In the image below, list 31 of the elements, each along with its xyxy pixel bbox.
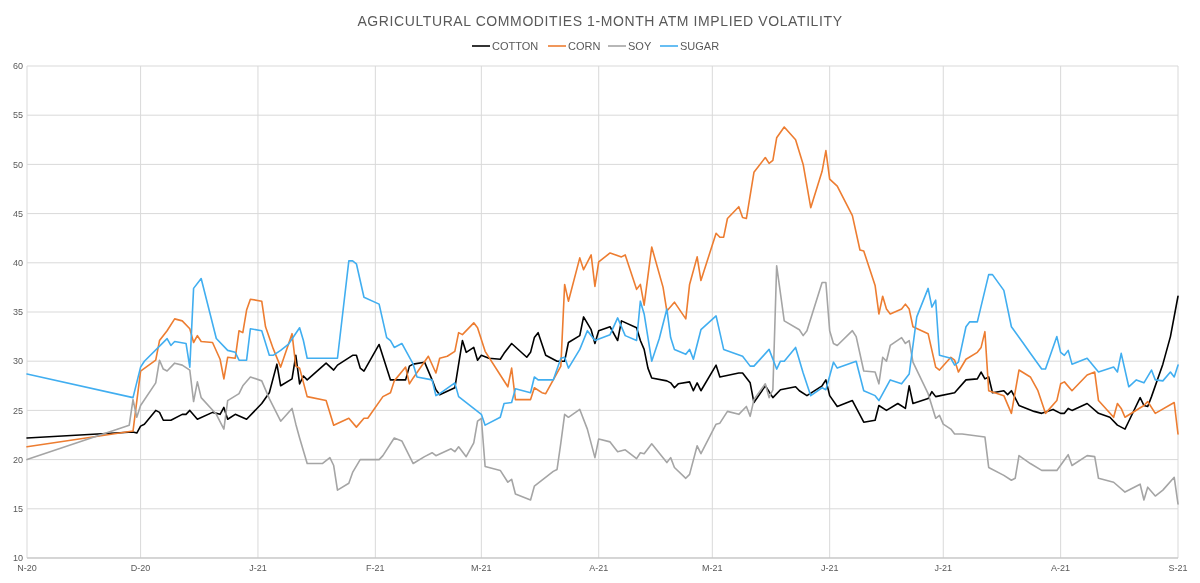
legend-label: COTTON: [492, 39, 539, 52]
y-tick-label: 25: [12, 405, 23, 416]
x-tick-label: J-21: [820, 563, 839, 573]
y-tick-label: 20: [12, 454, 23, 465]
x-tick-label: S-21: [1168, 563, 1188, 573]
x-tick-label: J-21: [249, 563, 267, 573]
legend-label: SOY: [628, 39, 652, 52]
y-tick-label: 35: [12, 307, 23, 318]
line-series: [26, 126, 1179, 448]
line-series: [26, 260, 1179, 426]
y-tick-label: 10: [12, 553, 23, 564]
y-tick-label: 40: [12, 257, 23, 268]
x-tick-label: M-21: [471, 563, 492, 573]
x-tick-label: A-21: [589, 563, 609, 573]
y-tick-label: 45: [12, 208, 23, 219]
line-series: [26, 264, 1179, 505]
y-tick-label: 30: [12, 356, 23, 367]
x-tick-label: F-21: [366, 563, 385, 573]
line-series: [26, 295, 1179, 439]
y-tick-label: 50: [12, 159, 23, 170]
y-tick-label: 55: [12, 110, 23, 121]
x-tick-label: M-21: [702, 563, 723, 573]
y-tick-label: 15: [12, 503, 23, 514]
y-tick-label: 60: [12, 61, 23, 72]
x-tick-label: N-20: [17, 563, 37, 573]
x-tick-label: A-21: [1051, 563, 1071, 573]
chart-title: AGRICULTURAL COMMODITIES 1-MONTH ATM IMPLIED VOLATILITY: [357, 13, 843, 29]
legend-label: CORN: [568, 39, 601, 52]
x-tick-label: D-20: [130, 563, 151, 573]
legend-label: SUGAR: [680, 39, 720, 52]
x-tick-label: J-21: [934, 563, 953, 573]
